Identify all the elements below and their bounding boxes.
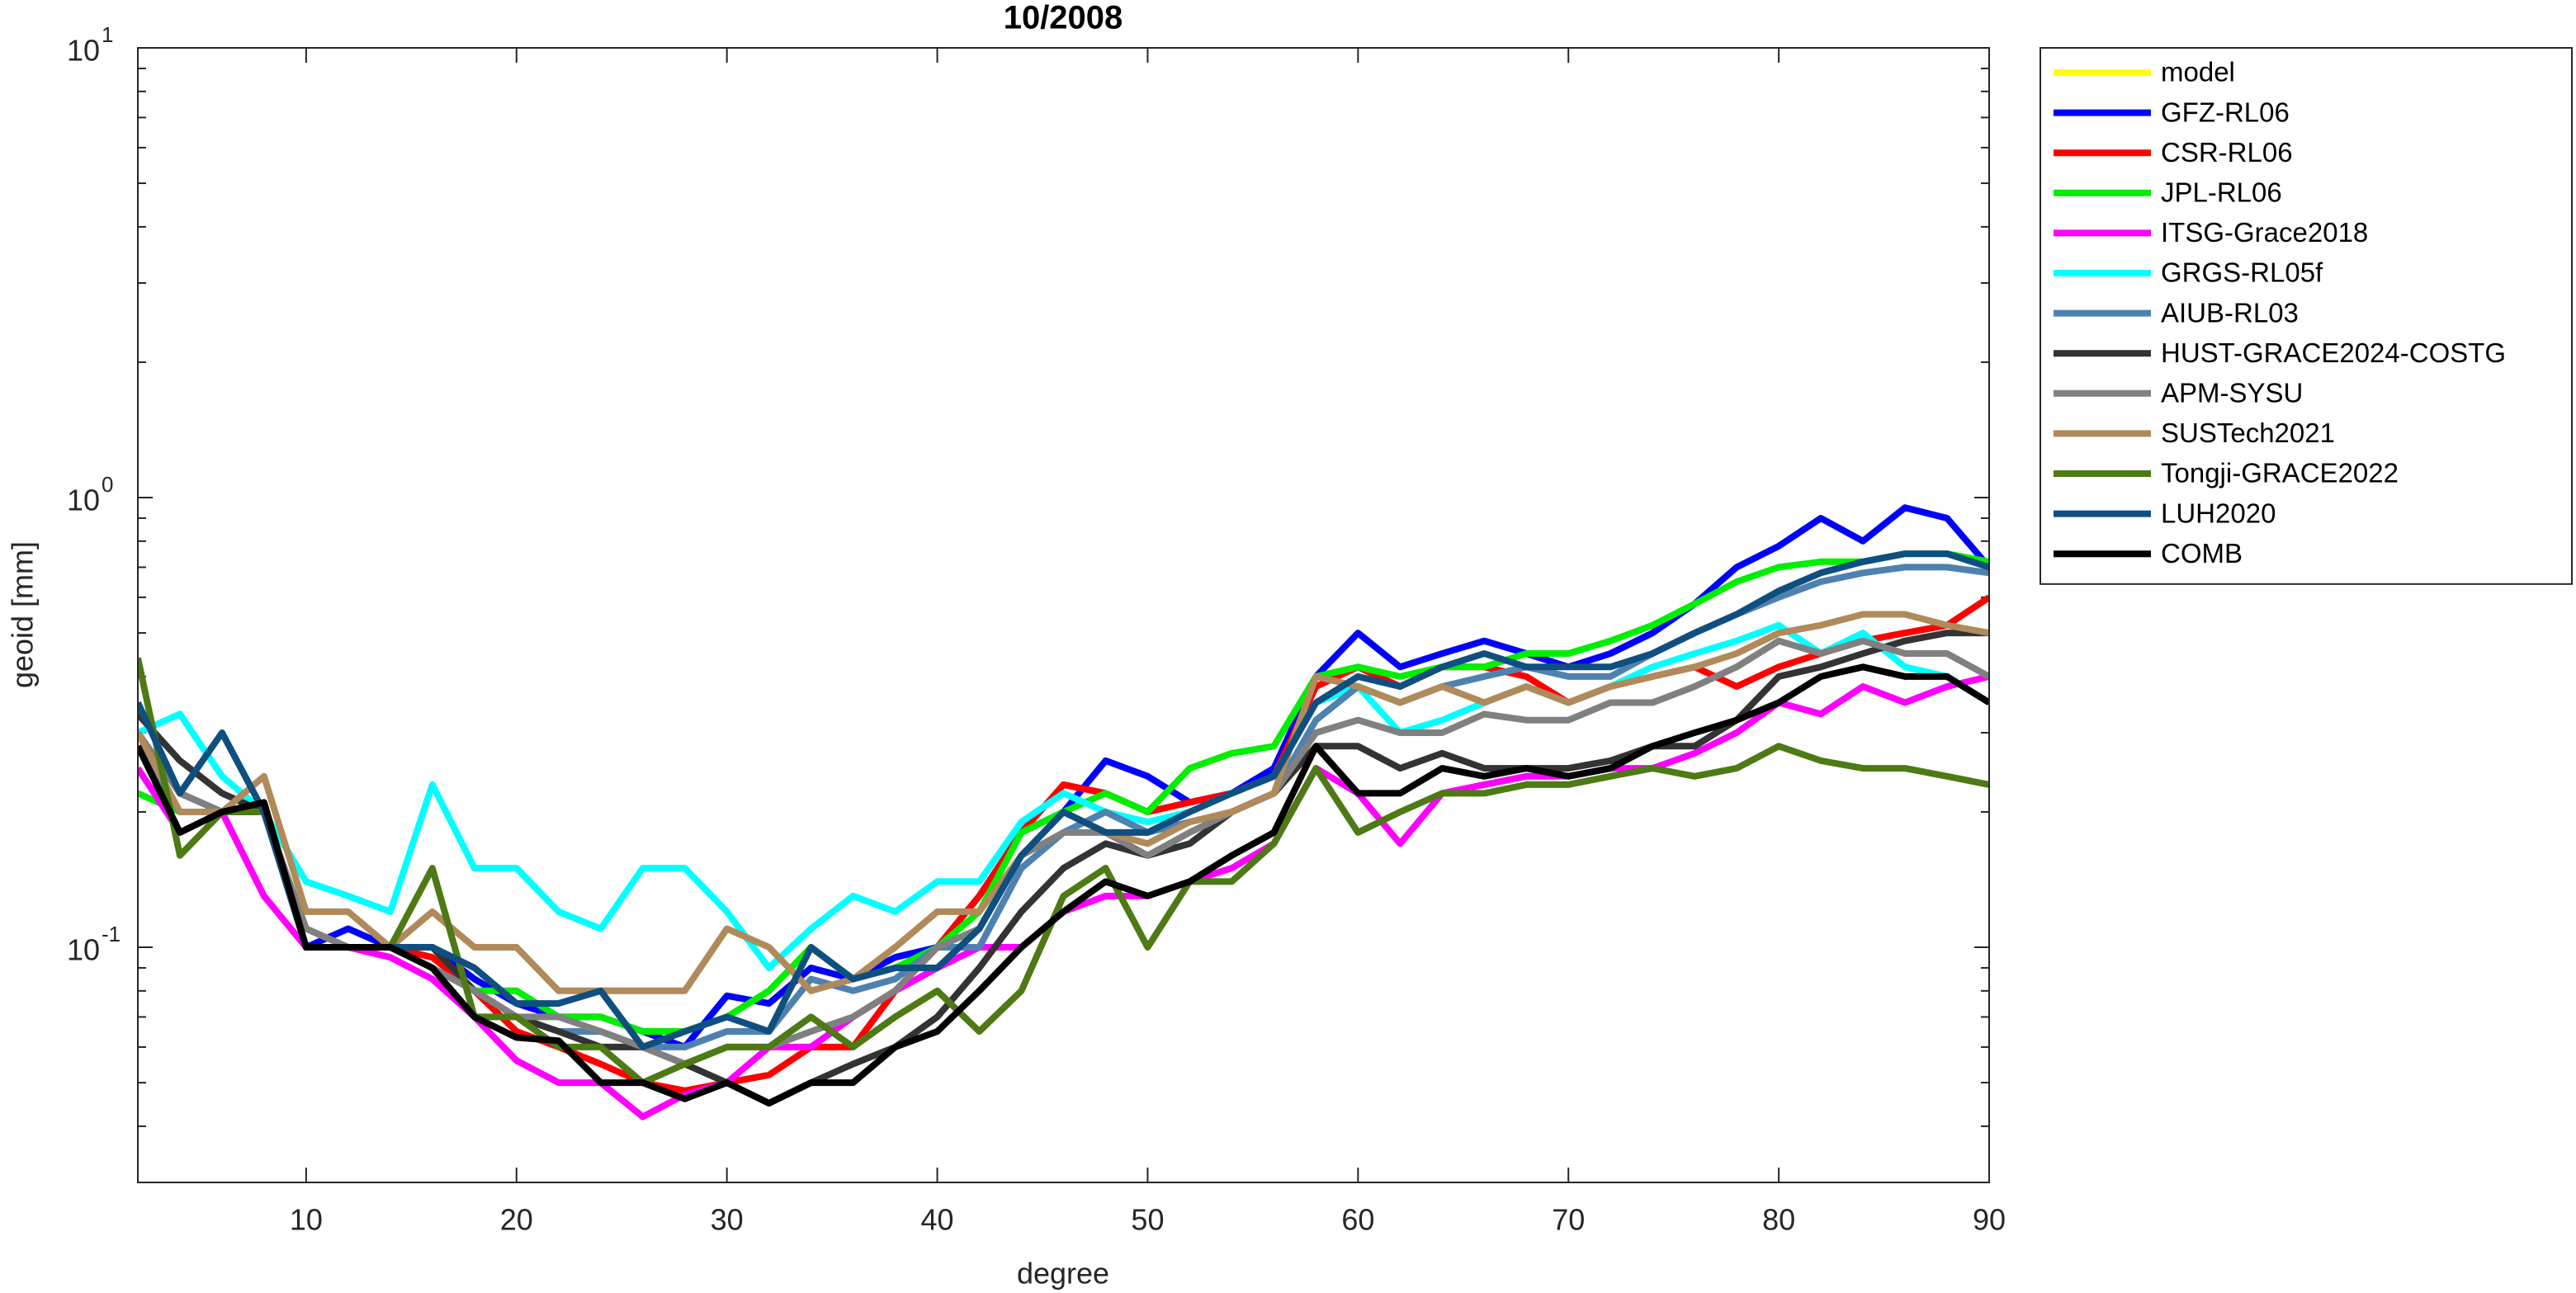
x-tick-label: 70: [1552, 1203, 1585, 1237]
legend-label: SUSTech2021: [2161, 418, 2335, 448]
series-line: [138, 637, 1989, 1068]
x-tick-label: 80: [1762, 1203, 1795, 1237]
y-tick-exponent: -1: [102, 922, 121, 946]
x-tick-label: 30: [711, 1203, 744, 1237]
x-axis-label: degree: [1017, 1257, 1109, 1291]
plot-frame: [137, 47, 1990, 1183]
legend-label: LUH2020: [2161, 498, 2276, 528]
y-tick-exponent: 0: [102, 472, 113, 497]
x-tick-label: 40: [921, 1203, 954, 1237]
legend-label: JPL-RL06: [2161, 177, 2282, 208]
legend-label: model: [2161, 57, 2235, 87]
chart-title: 10/2008: [1004, 0, 1123, 36]
series-line: [138, 504, 1989, 1050]
y-tick-exponent: 1: [102, 22, 113, 47]
series-line: [138, 663, 1989, 1107]
x-tick-label: 50: [1131, 1203, 1164, 1237]
legend-label: HUST-GRACE2024-COSTG: [2161, 337, 2506, 368]
legend-label: GFZ-RL06: [2161, 97, 2290, 127]
legend-label: ITSG-Grace2018: [2161, 217, 2368, 248]
legend-label: CSR-RL06: [2161, 137, 2293, 168]
series-line: [138, 630, 1989, 1107]
legend-label: COMB: [2161, 538, 2243, 569]
x-tick-label: 20: [500, 1203, 533, 1237]
series-line: [138, 657, 1989, 1087]
legend-label: APM-SYSU: [2161, 378, 2303, 408]
x-tick-label: 10: [290, 1203, 323, 1237]
series-line: [138, 611, 1989, 994]
series-line: [138, 621, 1989, 971]
y-tick-label: 10: [67, 933, 100, 967]
legend-label: AIUB-RL03: [2161, 297, 2299, 328]
x-tick-label: 90: [1973, 1203, 2006, 1237]
legend-label: GRGS-RL05f: [2161, 257, 2323, 288]
series-line: [138, 550, 1989, 1050]
legend-label: Tongji-GRACE2022: [2161, 458, 2399, 488]
y-tick-label: 10: [67, 34, 100, 68]
y-tick-label: 10: [67, 484, 100, 517]
y-axis-label: geoid [mm]: [6, 541, 40, 688]
x-tick-label: 60: [1341, 1203, 1374, 1237]
